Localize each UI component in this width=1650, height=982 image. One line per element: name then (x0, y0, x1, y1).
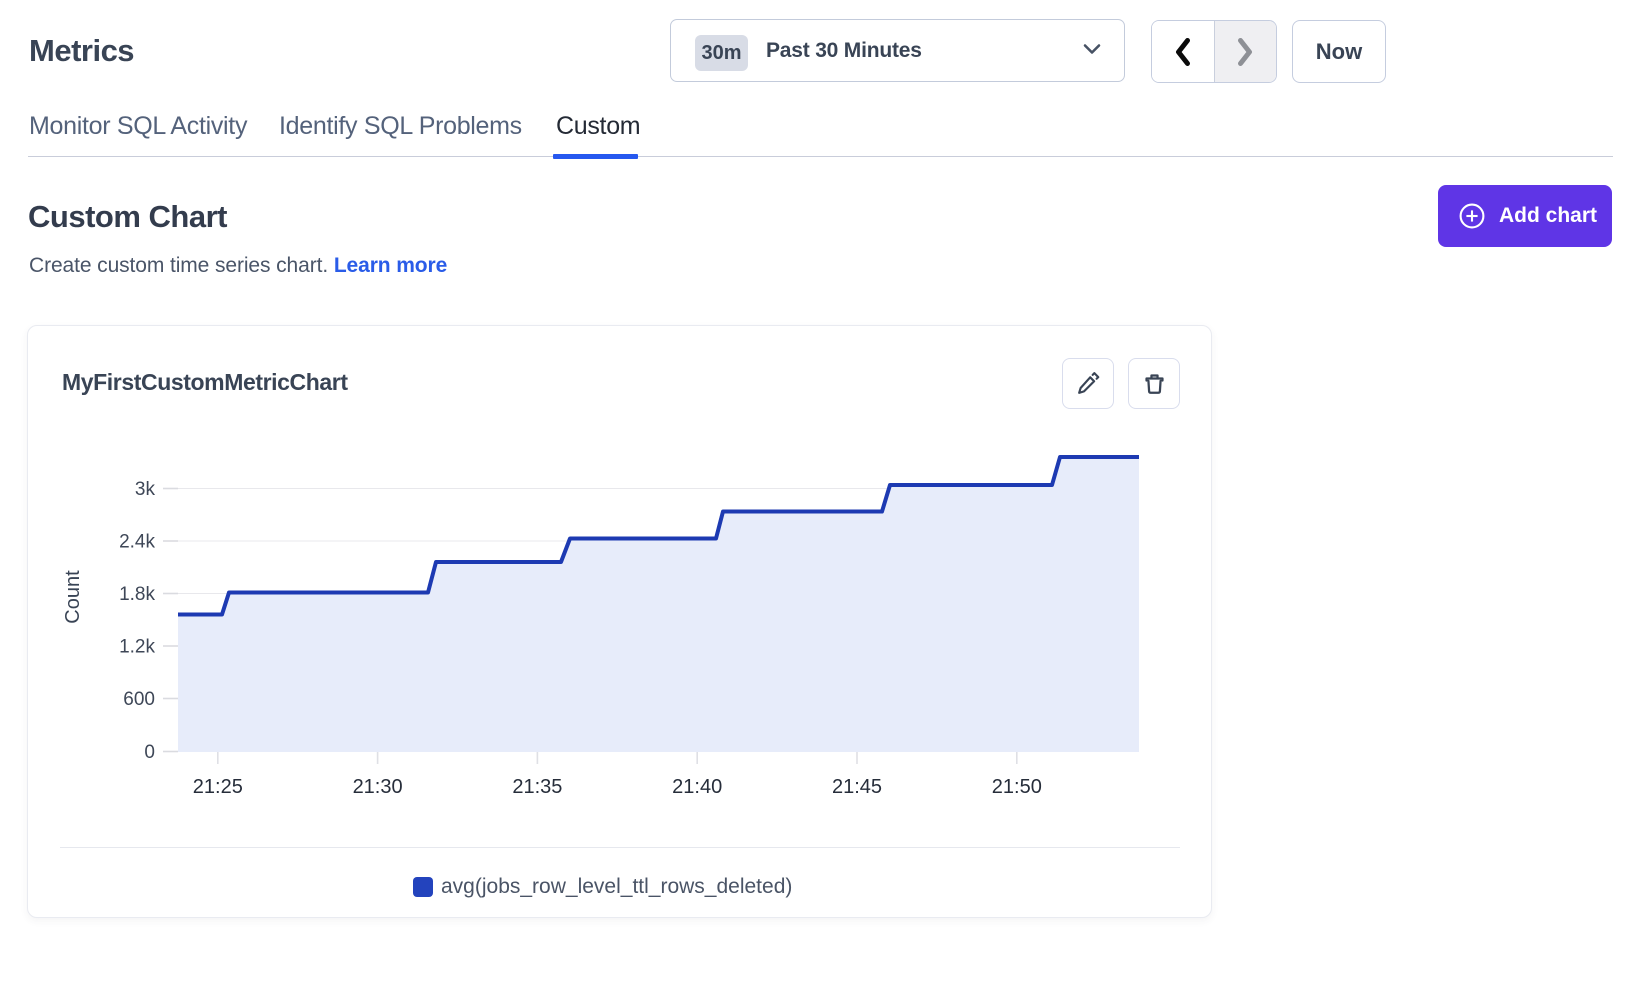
svg-text:1.2k: 1.2k (119, 637, 155, 658)
svg-text:0: 0 (144, 742, 155, 763)
svg-text:21:40: 21:40 (672, 776, 722, 798)
svg-text:21:35: 21:35 (512, 776, 562, 798)
svg-text:600: 600 (123, 689, 155, 710)
svg-text:21:25: 21:25 (193, 776, 243, 798)
svg-text:21:30: 21:30 (353, 776, 403, 798)
svg-text:1.8k: 1.8k (119, 584, 155, 605)
svg-text:21:50: 21:50 (992, 776, 1042, 798)
svg-text:Count: Count (62, 570, 84, 624)
svg-text:2.4k: 2.4k (119, 532, 155, 553)
svg-text:3k: 3k (135, 479, 156, 500)
svg-text:21:45: 21:45 (832, 776, 882, 798)
